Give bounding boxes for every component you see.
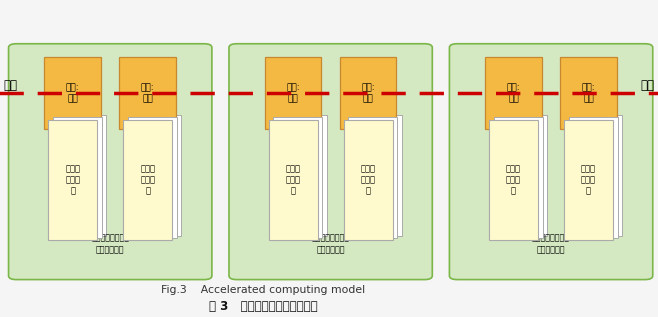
FancyBboxPatch shape (45, 57, 101, 129)
Text: 加速线
程：从
核: 加速线 程：从 核 (581, 165, 596, 195)
FancyBboxPatch shape (123, 120, 172, 240)
Text: 进程:
上核: 进程: 上核 (361, 83, 375, 103)
Text: Fig.3    Accelerated computing model: Fig.3 Accelerated computing model (161, 285, 365, 295)
Text: 消息: 消息 (3, 79, 17, 92)
Text: 物理节点内支持共
享和加速编程: 物理节点内支持共 享和加速编程 (91, 234, 129, 255)
Text: 物理节点内支持共
享和加速编程: 物理节点内支持共 享和加速编程 (312, 234, 349, 255)
Text: 进程:
上核: 进程: 上核 (286, 83, 300, 103)
Text: 消息: 消息 (641, 79, 655, 92)
FancyBboxPatch shape (353, 115, 402, 236)
FancyBboxPatch shape (268, 120, 318, 240)
Text: 加速线
程：从
核: 加速线 程：从 核 (506, 165, 521, 195)
Text: 进程:
主核: 进程: 主核 (141, 83, 155, 103)
Text: 加速线
程：从
核: 加速线 程：从 核 (286, 165, 301, 195)
FancyBboxPatch shape (498, 115, 547, 236)
Text: 图 3   异构融合的加速运算模型: 图 3 异构融合的加速运算模型 (209, 300, 318, 314)
FancyBboxPatch shape (53, 118, 102, 238)
FancyBboxPatch shape (489, 120, 538, 240)
FancyBboxPatch shape (48, 120, 97, 240)
FancyBboxPatch shape (486, 57, 542, 129)
FancyBboxPatch shape (132, 115, 182, 236)
FancyBboxPatch shape (340, 57, 396, 129)
Text: 进程:
上核: 进程: 上核 (507, 83, 520, 103)
FancyBboxPatch shape (573, 115, 622, 236)
FancyBboxPatch shape (9, 44, 212, 280)
Text: 加速线
程：从
核: 加速线 程：从 核 (361, 165, 376, 195)
FancyBboxPatch shape (494, 118, 543, 238)
FancyBboxPatch shape (57, 115, 107, 236)
FancyBboxPatch shape (564, 120, 613, 240)
FancyBboxPatch shape (343, 120, 393, 240)
FancyBboxPatch shape (569, 118, 618, 238)
FancyBboxPatch shape (449, 44, 653, 280)
FancyBboxPatch shape (265, 57, 321, 129)
Text: 加速线
程：从
核: 加速线 程：从 核 (65, 165, 80, 195)
FancyBboxPatch shape (278, 115, 327, 236)
FancyBboxPatch shape (120, 57, 176, 129)
Text: 加速线
程：从
核: 加速线 程：从 核 (140, 165, 155, 195)
FancyBboxPatch shape (273, 118, 322, 238)
FancyBboxPatch shape (561, 57, 617, 129)
FancyBboxPatch shape (229, 44, 432, 280)
FancyBboxPatch shape (128, 118, 177, 238)
Text: 物理节点内支持共
享和加速编程: 物理节点内支持共 享和加速编程 (532, 234, 570, 255)
Text: 进程:
上核: 进程: 上核 (582, 83, 595, 103)
FancyBboxPatch shape (348, 118, 397, 238)
Text: 进程:
主核: 进程: 主核 (66, 83, 80, 103)
